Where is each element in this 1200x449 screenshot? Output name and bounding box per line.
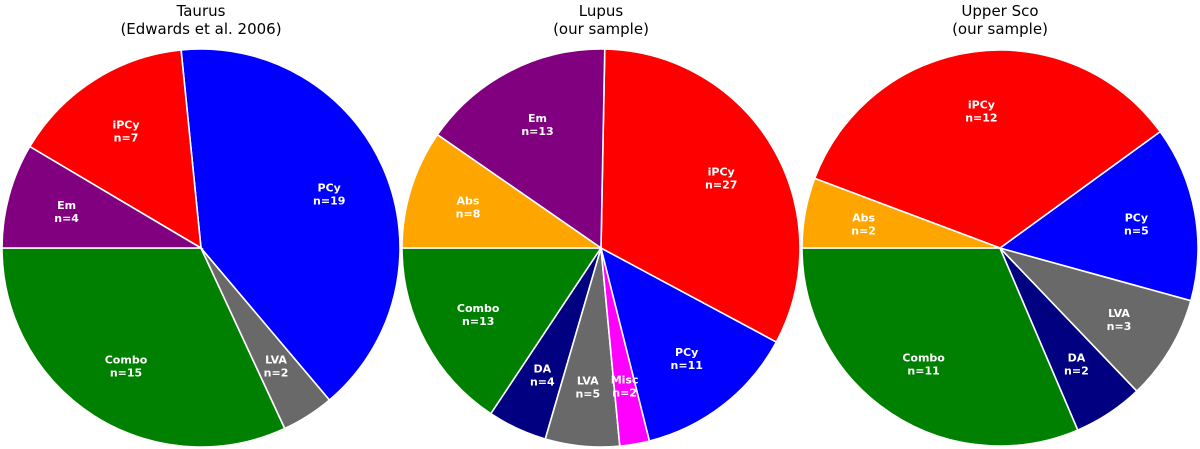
chart-title-line: (Edwards et al. 2006) [120,20,281,38]
pie-slice-pcy [998,130,1199,302]
pie-slice-lva [997,246,1192,393]
slice-label-combo: Combo n=13 [457,302,500,328]
slice-label-pcy: PCy n=19 [313,182,345,208]
pie-slice-pcy [180,48,401,402]
pie-slice-combo [801,247,1079,447]
chart-title-line: Taurus [176,2,226,20]
pie-chart-2: Lupus(our sample) Combo n=13 DA n=4 LVA n=5 Mis… [401,2,801,448]
pie-chart-1: Taurus(Edwards et al. 2006) Combo n=15 LVA n… [1,2,401,448]
slice-label-da: DA n=4 [530,362,555,388]
pie-slice-ipcy [28,49,202,250]
chart-title-line: (our sample) [952,20,1048,38]
slice-label-lva: LVA n=3 [1107,307,1132,333]
pie-chart-3: Upper Sco(our sample) Combo n=11 DA n=2 LVA n=… [801,2,1199,447]
slice-label-combo: Combo n=15 [105,353,148,379]
slice-label-lva: LVA n=2 [264,353,289,379]
chart-title-line: Upper Sco [961,2,1038,20]
slice-label-pcy: PCy n=5 [1124,211,1149,237]
slice-labels: Combo n=13 DA n=4 LVA n=5 Misc n=2 PCy n=11 iPCy n=… [456,112,738,401]
slice-label-lva: LVA n=5 [575,375,600,401]
slice-labels: Combo n=15 LVA n=2 PCy n=19 iPCy n=7 Em n=4 [54,119,345,380]
slice-label-combo: Combo n=11 [902,352,945,378]
pie-slice-combo [401,247,603,415]
slice-label-em: Em n=13 [521,112,553,138]
pie-slice-pcy [599,246,778,442]
slice-label-abs: Abs n=2 [851,211,876,237]
slice-label-da: DA n=2 [1064,352,1089,378]
pie-slice-ipcy [813,49,1162,249]
chart-title-line: Lupus [579,2,624,20]
slice-label-ipcy: iPCy n=27 [705,166,737,192]
pie-slice-em [436,48,606,250]
slice-label-pcy: PCy n=11 [671,346,703,372]
slice-label-ipcy: iPCy n=7 [112,119,139,145]
slice-labels: Combo n=11 DA n=2 LVA n=3 PCy n=5 iPCy n=12 Abs n=2 [851,99,1149,378]
pie-slice-abs [401,133,604,249]
chart-title-line: (our sample) [553,20,649,38]
slice-label-abs: Abs n=8 [456,195,481,221]
slice-label-ipcy: iPCy n=12 [965,99,997,125]
slice-label-misc: Misc n=2 [611,373,639,399]
pie-slice-abs [801,177,1001,249]
pie-slice-combo [1,247,286,448]
pie-slice-ipcy [600,48,801,344]
slice-label-em: Em n=4 [54,199,79,225]
pie-slice-em [1,145,204,249]
